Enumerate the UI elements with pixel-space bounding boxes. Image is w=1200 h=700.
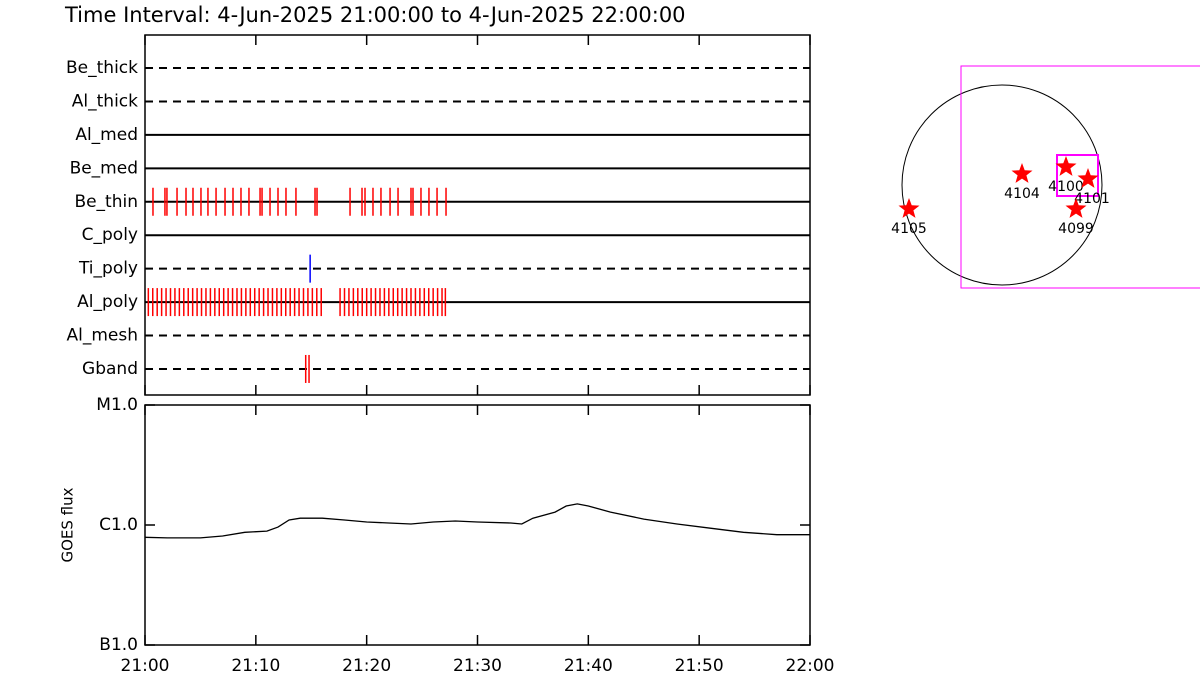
x-tick-label: 22:00 (786, 656, 835, 676)
y-tick-label: C1.0 (99, 515, 138, 535)
target-box (1056, 154, 1099, 197)
y-tick-label: B1.0 (99, 635, 138, 655)
filter-label: Gband (82, 359, 138, 379)
filter-label: Ti_poly (78, 259, 138, 279)
x-tick-label: 21:30 (453, 656, 502, 676)
goes-panel-frame (144, 404, 811, 646)
filter-label: C_poly (82, 225, 138, 245)
field-of-view (960, 65, 1200, 289)
x-tick-label: 21:50 (675, 656, 724, 676)
filter-label: Al_poly (77, 292, 138, 312)
chart-title: Time Interval: 4-Jun-2025 21:00:00 to 4-… (64, 3, 686, 27)
x-tick-label: 21:20 (342, 656, 391, 676)
filter-label: Be_thick (66, 58, 138, 78)
solar-disk (901, 84, 1103, 286)
region-label: 4099 (1058, 221, 1094, 237)
region-label: 4100 (1048, 179, 1084, 195)
x-tick-label: 21:40 (564, 656, 613, 676)
filter-label: Al_thick (72, 91, 138, 111)
filter-label: Al_med (75, 125, 138, 145)
filter-label: Be_med (70, 158, 138, 178)
region-star (1055, 156, 1077, 176)
filter-label: Al_mesh (66, 326, 138, 346)
goes-curve (144, 503, 810, 539)
region-star (898, 198, 920, 218)
region-star (1065, 198, 1087, 218)
x-tick-label: 21:00 (121, 656, 170, 676)
region-label: 4104 (1004, 186, 1040, 202)
event-panel-frame (144, 34, 811, 396)
y-tick-label: M1.0 (96, 395, 138, 415)
y-axis-label: GOES flux (59, 487, 77, 562)
region-label: 4105 (891, 221, 927, 237)
filter-label: Be_thin (74, 192, 138, 212)
region-label: 4101 (1074, 191, 1110, 207)
region-star (1077, 168, 1099, 188)
x-tick-label: 21:10 (231, 656, 280, 676)
region-star (1011, 163, 1033, 183)
